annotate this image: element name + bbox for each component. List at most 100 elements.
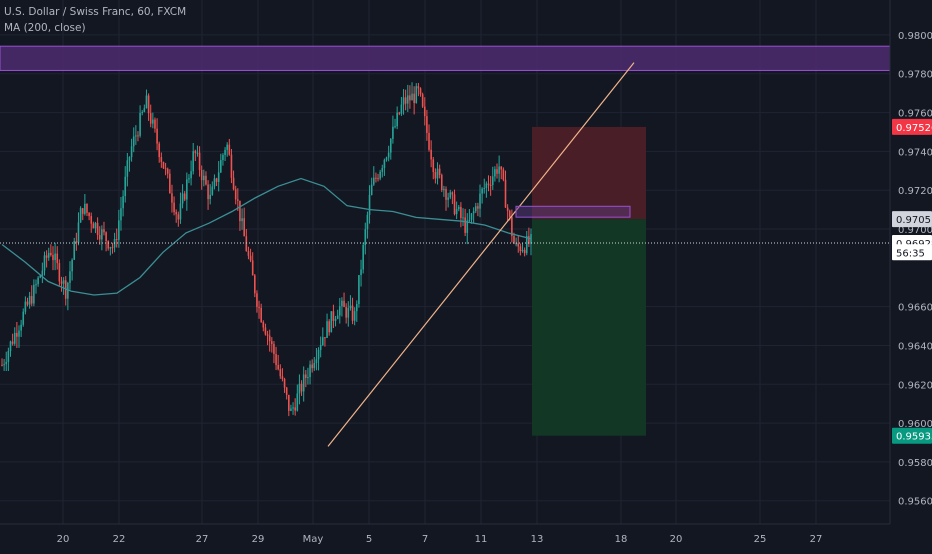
candle-body [77,222,80,243]
candle-body [266,334,269,336]
candle-body [370,184,373,195]
candle-body [462,217,464,219]
price-tag-label-target: 0.95935 [896,432,932,443]
indicator-label[interactable]: MA (200, close) [4,22,86,34]
candle-body [472,211,475,214]
candle-body [489,185,492,187]
candle-body [434,171,437,179]
candle-body [383,159,386,168]
candle-body [264,327,267,335]
candle-body [205,175,207,185]
candle-body [449,192,452,198]
candle-body [190,171,192,179]
candle-body [502,169,505,180]
candle-body [209,194,212,200]
candle-body [215,178,218,182]
candle-body [402,97,405,105]
candle-body [285,387,288,395]
candle-body [290,408,292,411]
candle-body [54,253,56,261]
candle-body [436,168,439,179]
candle-body [20,324,22,331]
candle-body [307,377,309,379]
candle-body [281,376,284,380]
candle-body [196,152,199,154]
candle-body [239,200,241,222]
candle-body [203,175,205,181]
candle-body [362,244,364,270]
candle-body [98,234,101,240]
candle-body [355,303,358,312]
candle-body [149,113,152,124]
candle-body [141,112,144,114]
candle-body [451,192,454,195]
candle-body [47,252,50,258]
candle-body [511,216,513,236]
candle-body [455,209,458,215]
x-tick-label: 20 [670,534,683,545]
candles [1,82,532,417]
y-tick-label: 0.95600 [898,497,932,508]
overlays [0,62,890,447]
candle-body [50,252,52,256]
candle-body [468,219,471,221]
candle-body [183,193,186,200]
x-tick-label: 7 [422,534,428,545]
candle-body [349,305,352,308]
candle-body [464,217,466,233]
candle-body [496,169,498,174]
candle-body [11,341,14,344]
candle-body [217,172,220,182]
candle-body [45,255,48,258]
candle-body [152,119,154,124]
candle-body [523,249,526,254]
candle-body [56,253,59,264]
candle-body [88,212,90,217]
candle-body [101,229,103,240]
candle-body [387,152,390,158]
candle-body [60,281,63,284]
candle-body [479,193,481,209]
candle-body [262,321,265,328]
candle-body [326,321,328,338]
candle-body [305,374,307,378]
candle-body [428,132,430,150]
candle-body [474,206,477,212]
candle-body [453,194,456,215]
candle-body [79,208,82,223]
candle-body [385,157,388,160]
candle-body [487,183,490,186]
candle-body [230,154,233,178]
price-tag-stop [892,118,932,135]
candle-body [530,234,532,244]
candle-body [466,220,469,233]
candle-body [135,135,137,137]
candle-body [58,263,61,282]
candle-body [1,364,3,366]
candle-body [258,306,260,308]
candle-body [145,95,148,109]
candle-body [317,349,320,360]
candle-body [96,222,99,235]
candle-body [406,95,409,104]
candle-body [37,277,39,285]
zones [0,45,891,436]
candle-body [5,361,8,365]
candle-body [86,203,88,213]
candle-body [188,178,190,180]
candle-body [413,93,415,104]
candle-body [154,119,156,129]
candle-body [271,341,273,344]
candle-body [243,218,245,237]
symbol-title[interactable]: U.S. Dollar / Swiss Franc, 60, FXCM [4,6,187,18]
candle-body [372,177,375,185]
candle-body [358,275,360,304]
candle-body [508,210,511,217]
